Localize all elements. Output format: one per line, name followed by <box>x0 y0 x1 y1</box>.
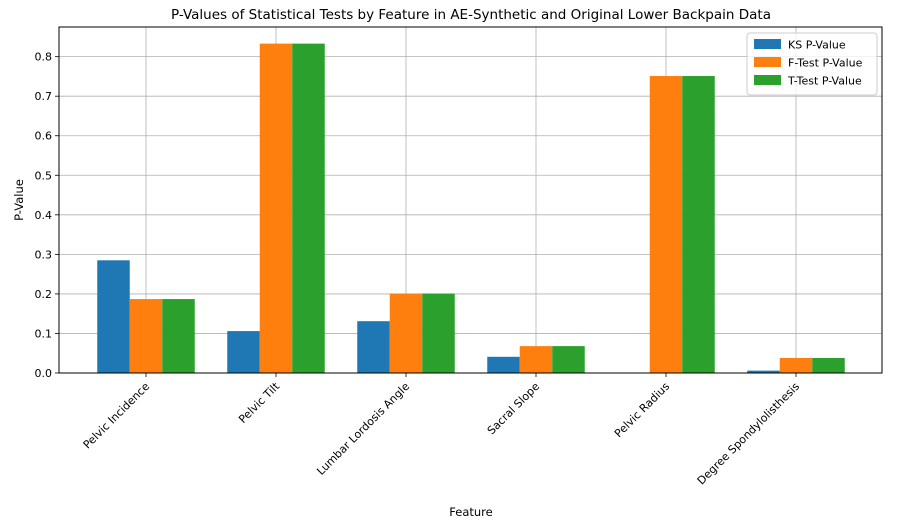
y-tick-label: 0.1 <box>35 327 53 340</box>
legend: KS P-Value F-Test P-Value T-Test P-Value <box>746 32 878 96</box>
y-tick-label: 0.3 <box>35 248 53 261</box>
bar-2-3 <box>552 346 585 373</box>
y-tick-label: 0.6 <box>35 130 53 143</box>
bar-2-2 <box>422 293 455 373</box>
x-axis-label: Feature <box>449 505 492 519</box>
bar-0-3 <box>487 356 520 373</box>
bar-2-0 <box>162 299 195 373</box>
bar-2-4 <box>682 76 715 373</box>
bar-1-4 <box>649 76 683 373</box>
bars <box>97 43 845 373</box>
legend-swatch <box>754 57 781 67</box>
bar-1-0 <box>129 299 163 373</box>
bar-0-2 <box>357 321 390 373</box>
chart-title: P-Values of Statistical Tests by Feature… <box>171 7 771 23</box>
y-tick-label: 0.8 <box>35 51 53 64</box>
y-axis-label: P-Value <box>12 179 26 221</box>
plot-frame <box>58 26 883 374</box>
bar-1-3 <box>519 346 553 373</box>
y-tick-label: 0.4 <box>35 209 53 222</box>
y-tick-label: 0.7 <box>35 90 53 103</box>
legend-label: KS P-Value <box>788 39 846 52</box>
bar-0-5 <box>747 370 780 373</box>
y-axis-ticks: 0.0 0.1 0.2 0.3 0.4 0.5 0.6 0.7 0.8 <box>35 51 59 380</box>
legend-label: T-Test P-Value <box>787 75 862 88</box>
bar-2-1 <box>292 43 325 373</box>
bar-1-5 <box>779 357 813 373</box>
y-tick-label: 0.5 <box>35 169 53 182</box>
legend-label: F-Test P-Value <box>788 57 863 70</box>
y-tick-label: 0.2 <box>35 288 53 301</box>
legend-swatch <box>754 75 781 85</box>
bar-0-1 <box>227 331 260 373</box>
bar-1-1 <box>259 43 293 373</box>
bar-1-2 <box>389 293 423 373</box>
legend-swatch <box>754 39 781 49</box>
y-tick-label: 0.0 <box>35 367 53 380</box>
bar-2-5 <box>812 357 845 373</box>
bar-0-0 <box>97 260 130 373</box>
